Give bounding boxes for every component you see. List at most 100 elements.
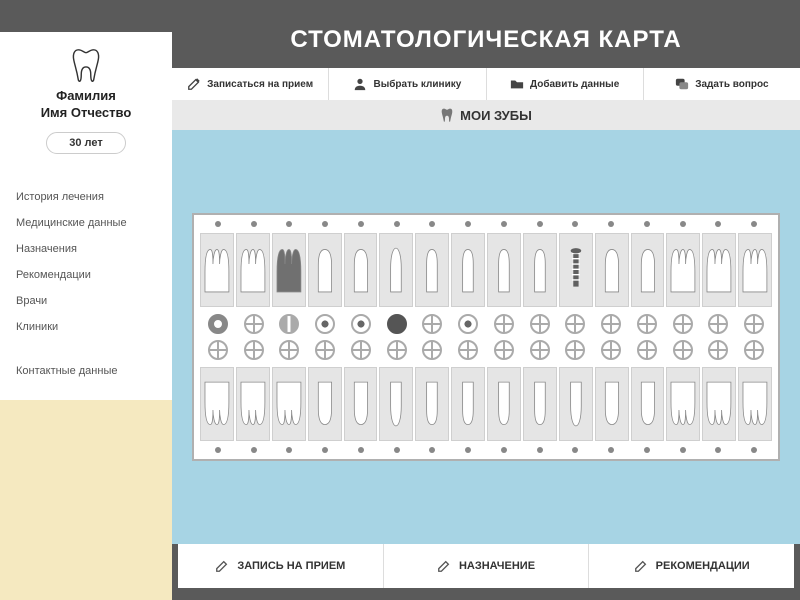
lower-tooth-14[interactable]: [666, 367, 700, 441]
action-recommendations[interactable]: РЕКОМЕНДАЦИИ: [589, 544, 794, 588]
lower-disc-9[interactable]: [494, 340, 514, 360]
pencil-icon: [215, 559, 229, 573]
upper-tooth-4[interactable]: [308, 233, 342, 307]
upper-disc-16[interactable]: [744, 314, 764, 334]
upper-disc-3[interactable]: [279, 314, 299, 334]
dot: [715, 447, 721, 453]
lower-disc-13[interactable]: [637, 340, 657, 360]
upper-tooth-2[interactable]: [236, 233, 270, 307]
menu-item-contact[interactable]: Контактные данные: [16, 358, 156, 384]
upper-disc-5[interactable]: [351, 314, 371, 334]
upper-disc-14[interactable]: [673, 314, 693, 334]
lower-tooth-1[interactable]: [200, 367, 234, 441]
lower-disc-3[interactable]: [279, 340, 299, 360]
upper-tooth-6[interactable]: [379, 233, 413, 307]
lower-disc-11[interactable]: [565, 340, 585, 360]
toolbar-book-appointment[interactable]: Записаться на прием: [172, 68, 329, 100]
lower-tooth-8[interactable]: [451, 367, 485, 441]
upper-disc-13[interactable]: [637, 314, 657, 334]
lower-tooth-5[interactable]: [344, 367, 378, 441]
upper-disc-10[interactable]: [530, 314, 550, 334]
upper-tooth-16[interactable]: [738, 233, 772, 307]
action-appointment[interactable]: ЗАПИСЬ НА ПРИЕМ: [178, 544, 384, 588]
lower-disc-4[interactable]: [315, 340, 335, 360]
lower-disc-8[interactable]: [458, 340, 478, 360]
upper-disc-12[interactable]: [601, 314, 621, 334]
lower-disc-14[interactable]: [673, 340, 693, 360]
lower-tooth-11[interactable]: [559, 367, 593, 441]
upper-tooth-10[interactable]: [523, 233, 557, 307]
lower-tooth-2[interactable]: [236, 367, 270, 441]
lower-disc-12[interactable]: [601, 340, 621, 360]
bottom-actions: ЗАПИСЬ НА ПРИЕМ НАЗНАЧЕНИЕ РЕКОМЕНДАЦИИ: [178, 544, 794, 588]
menu-item-clinics[interactable]: Клиники: [16, 314, 156, 340]
lower-disc-5[interactable]: [351, 340, 371, 360]
lower-disc-1[interactable]: [208, 340, 228, 360]
upper-tooth-12[interactable]: [595, 233, 629, 307]
menu-item-medical[interactable]: Медицинские данные: [16, 210, 156, 236]
menu-item-doctors[interactable]: Врачи: [16, 288, 156, 314]
upper-tooth-5[interactable]: [344, 233, 378, 307]
lower-tooth-10[interactable]: [523, 367, 557, 441]
menu-item-recommendations[interactable]: Рекомендации: [16, 262, 156, 288]
dot: [644, 447, 650, 453]
dot: [715, 221, 721, 227]
lower-tooth-6[interactable]: [379, 367, 413, 441]
lower-tooth-3[interactable]: [272, 367, 306, 441]
lower-tooth-4[interactable]: [308, 367, 342, 441]
upper-disc-15[interactable]: [708, 314, 728, 334]
upper-disc-4[interactable]: [315, 314, 335, 334]
dot: [251, 447, 257, 453]
upper-tooth-3[interactable]: [272, 233, 306, 307]
upper-disc-11[interactable]: [565, 314, 585, 334]
lower-tooth-16[interactable]: [738, 367, 772, 441]
upper-tooth-9[interactable]: [487, 233, 521, 307]
action-prescription[interactable]: НАЗНАЧЕНИЕ: [384, 544, 590, 588]
toolbar-choose-clinic[interactable]: Выбрать клинику: [329, 68, 486, 100]
upper-tooth-14[interactable]: [666, 233, 700, 307]
toolbar-ask-question[interactable]: Задать вопрос: [644, 68, 800, 100]
upper-tooth-13[interactable]: [631, 233, 665, 307]
dot: [501, 221, 507, 227]
upper-tooth-11[interactable]: [559, 233, 593, 307]
upper-disc-1[interactable]: [208, 314, 228, 334]
upper-tooth-7[interactable]: [415, 233, 449, 307]
lower-tooth-13[interactable]: [631, 367, 665, 441]
action-label: ЗАПИСЬ НА ПРИЕМ: [237, 560, 345, 572]
toolbar-label: Выбрать клинику: [373, 79, 461, 90]
dot: [394, 221, 400, 227]
dot: [680, 447, 686, 453]
subtitle-text: МОИ ЗУБЫ: [460, 108, 532, 123]
lower-disc-16[interactable]: [744, 340, 764, 360]
page-title: СТОМАТОЛОГИЧЕСКАЯ КАРТА: [172, 0, 800, 68]
dot: [286, 221, 292, 227]
pencil-icon: [187, 77, 201, 91]
upper-tooth-8[interactable]: [451, 233, 485, 307]
upper-disc-9[interactable]: [494, 314, 514, 334]
dot: [537, 221, 543, 227]
lower-disc-2[interactable]: [244, 340, 264, 360]
menu-item-history[interactable]: История лечения: [16, 184, 156, 210]
upper-disc-2[interactable]: [244, 314, 264, 334]
lower-tooth-15[interactable]: [702, 367, 736, 441]
upper-tooth-15[interactable]: [702, 233, 736, 307]
lower-disc-7[interactable]: [422, 340, 442, 360]
upper-disc-6[interactable]: [387, 314, 407, 334]
upper-tooth-1[interactable]: [200, 233, 234, 307]
upper-disc-7[interactable]: [422, 314, 442, 334]
dot: [251, 221, 257, 227]
lower-disc-6[interactable]: [387, 340, 407, 360]
profile-name-line1: Фамилия: [10, 88, 162, 105]
lower-tooth-9[interactable]: [487, 367, 521, 441]
lower-disc-15[interactable]: [708, 340, 728, 360]
dot: [215, 447, 221, 453]
lower-tooth-7[interactable]: [415, 367, 449, 441]
toolbar-add-data[interactable]: Добавить данные: [487, 68, 644, 100]
lower-tooth-12[interactable]: [595, 367, 629, 441]
lower-disc-10[interactable]: [530, 340, 550, 360]
menu-item-prescriptions[interactable]: Назначения: [16, 236, 156, 262]
upper-disc-8[interactable]: [458, 314, 478, 334]
sidebar: Фамилия Имя Отчество 30 лет История лече…: [0, 32, 172, 600]
sidebar-accent-panel: [0, 400, 172, 600]
dot: [537, 447, 543, 453]
